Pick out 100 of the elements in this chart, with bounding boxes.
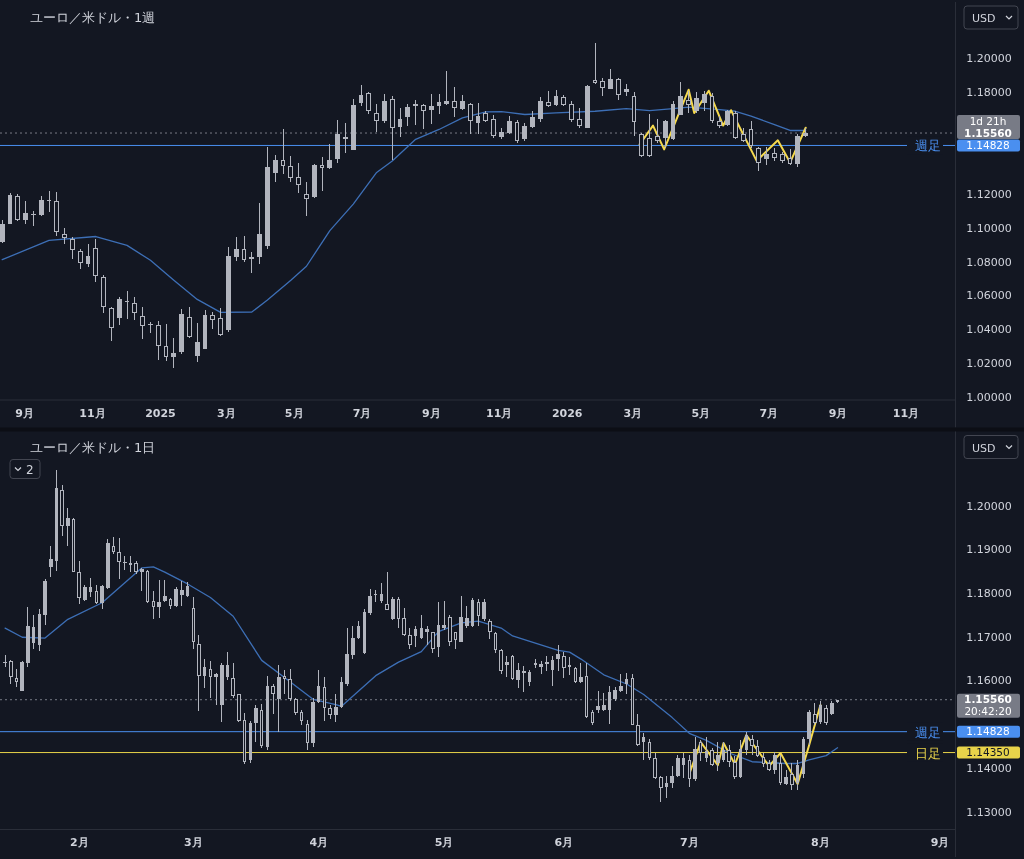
candlestick bbox=[408, 627, 412, 650]
x-tick-label: 6月 bbox=[554, 836, 574, 849]
candlestick bbox=[288, 668, 292, 700]
candlestick bbox=[48, 545, 53, 578]
candlestick bbox=[670, 765, 674, 789]
candlestick bbox=[328, 704, 332, 720]
candlestick bbox=[366, 93, 372, 115]
candlestick bbox=[233, 236, 239, 262]
candlestick bbox=[764, 146, 770, 166]
x-tick-label: 2025 bbox=[145, 406, 176, 420]
candlestick bbox=[15, 193, 21, 220]
candlestick bbox=[288, 155, 294, 183]
candlestick bbox=[231, 662, 235, 699]
candlestick bbox=[85, 243, 91, 268]
candlestick bbox=[727, 744, 731, 768]
candlestick bbox=[830, 700, 834, 715]
candlestick bbox=[254, 704, 258, 743]
candlestick bbox=[299, 709, 304, 726]
candlestick bbox=[686, 90, 692, 114]
candlestick bbox=[694, 91, 699, 114]
candlestick bbox=[265, 146, 270, 250]
candlestick bbox=[631, 91, 637, 137]
candlestick bbox=[710, 747, 714, 766]
y-tick-label: 1.14828 bbox=[966, 725, 1010, 738]
candlestick bbox=[391, 596, 395, 620]
y-tick-label: 1.13000 bbox=[966, 805, 1012, 819]
candlestick bbox=[163, 323, 169, 362]
candlestick bbox=[602, 692, 606, 711]
candlestick bbox=[210, 311, 216, 330]
candlestick bbox=[573, 667, 578, 683]
candlestick bbox=[579, 662, 583, 683]
candlestick bbox=[444, 70, 450, 104]
ref-line-label: 日足 bbox=[915, 745, 941, 761]
candlestick bbox=[709, 92, 715, 124]
candlestick bbox=[277, 664, 281, 733]
x-tick-label: 3月 bbox=[216, 406, 236, 420]
candlestick bbox=[43, 578, 47, 626]
y-tick-label: 1.15560 bbox=[964, 126, 1012, 139]
x-tick-label: 2026 bbox=[551, 406, 583, 420]
y-tick-label: 1.00000 bbox=[966, 391, 1012, 405]
x-tick-label: 11月 bbox=[79, 406, 106, 420]
candlestick bbox=[26, 606, 30, 668]
y-tick-label: 1.20000 bbox=[966, 51, 1012, 65]
candlestick bbox=[140, 306, 146, 340]
y-tick-label: 1.06000 bbox=[966, 289, 1012, 303]
x-tick-label: 2月 bbox=[69, 836, 89, 849]
text: ユーロ／米ドル・1週 bbox=[30, 10, 156, 25]
y-tick-label: 1.19000 bbox=[966, 543, 1012, 557]
candlestick bbox=[639, 132, 645, 156]
candlestick bbox=[647, 738, 652, 761]
candlestick bbox=[368, 588, 372, 616]
candlestick bbox=[62, 227, 68, 245]
candlestick bbox=[790, 762, 794, 791]
x-tick-label: 3月 bbox=[183, 836, 203, 849]
candlestick bbox=[623, 83, 629, 97]
candlestick bbox=[351, 625, 355, 660]
x-tick-label: 7月 bbox=[352, 406, 372, 420]
y-tick-label: 1.16000 bbox=[966, 674, 1012, 688]
y-tick-label: 1.14350 bbox=[966, 746, 1010, 759]
text: ユーロ／米ドル・1日 bbox=[30, 439, 156, 455]
candlestick bbox=[545, 90, 551, 107]
candlestick bbox=[83, 584, 87, 600]
candlestick bbox=[77, 248, 83, 270]
candlestick bbox=[242, 712, 247, 765]
candlestick bbox=[180, 580, 184, 607]
candlestick bbox=[522, 665, 526, 693]
candlestick bbox=[596, 690, 600, 714]
candlestick bbox=[100, 586, 104, 610]
candlestick bbox=[465, 605, 469, 629]
y-tick-label: 1.12000 bbox=[966, 187, 1012, 201]
candlestick bbox=[157, 579, 161, 619]
x-tick-label: 11月 bbox=[486, 406, 513, 420]
candlestick bbox=[662, 121, 668, 149]
candlestick bbox=[174, 588, 178, 606]
candlestick bbox=[569, 100, 575, 121]
candlestick bbox=[616, 79, 621, 101]
candlestick bbox=[402, 607, 406, 636]
candlestick bbox=[319, 156, 325, 192]
candlestick bbox=[701, 90, 707, 112]
candlestick bbox=[345, 627, 349, 687]
x-tick-label: 9月 bbox=[421, 406, 441, 420]
candlestick bbox=[296, 162, 302, 194]
candlestick bbox=[194, 322, 200, 363]
candlestick bbox=[140, 569, 144, 591]
candlestick bbox=[483, 110, 489, 122]
candlestick bbox=[505, 655, 509, 678]
candlestick bbox=[66, 507, 70, 547]
candlestick bbox=[803, 127, 809, 137]
candlestick bbox=[31, 210, 36, 227]
candlestick bbox=[132, 296, 138, 321]
candlestick bbox=[134, 560, 139, 575]
candlestick bbox=[280, 128, 286, 175]
text: USD bbox=[972, 441, 996, 455]
candlestick bbox=[755, 739, 760, 756]
candlestick bbox=[562, 651, 566, 679]
candlestick bbox=[116, 296, 122, 326]
candlestick bbox=[824, 704, 828, 726]
candlestick bbox=[226, 246, 231, 333]
candlestick bbox=[653, 752, 657, 779]
y-tick-label: 1.15560 bbox=[964, 693, 1012, 706]
